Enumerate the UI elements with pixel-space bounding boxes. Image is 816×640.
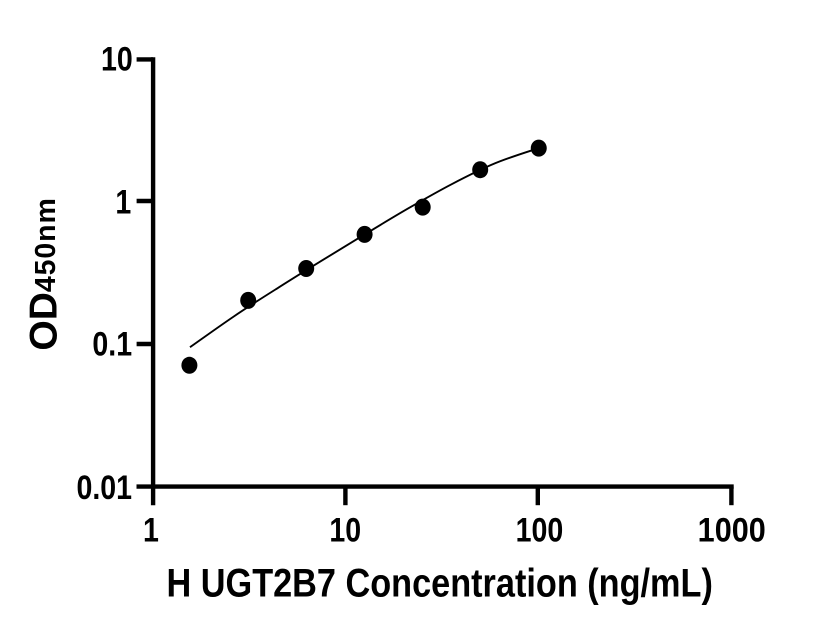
svg-text:10: 10: [329, 511, 361, 549]
svg-text:10: 10: [101, 40, 133, 78]
svg-text:1: 1: [115, 183, 131, 221]
svg-text:H UGT2B7 Concentration (ng/mL): H UGT2B7 Concentration (ng/mL): [167, 560, 713, 605]
svg-text:0.01: 0.01: [76, 469, 132, 507]
svg-text:OD450nm: OD450nm: [23, 197, 66, 350]
svg-text:1000: 1000: [698, 511, 766, 549]
svg-text:100: 100: [516, 511, 564, 549]
svg-text:1: 1: [143, 511, 159, 549]
svg-text:0.1: 0.1: [92, 325, 132, 363]
